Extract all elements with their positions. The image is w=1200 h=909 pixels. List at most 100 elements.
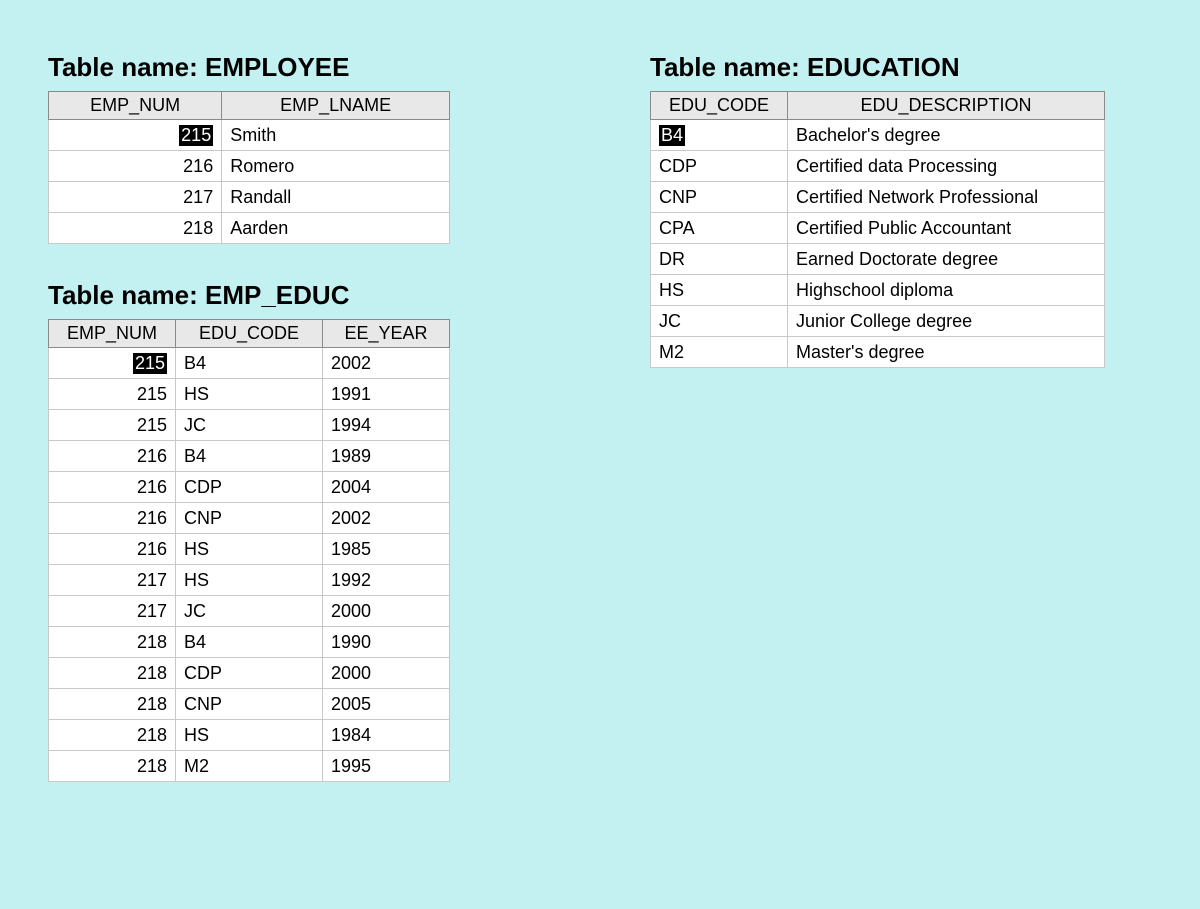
table-cell[interactable]: 216 (49, 151, 222, 182)
table-cell[interactable]: Highschool diploma (788, 275, 1105, 306)
table-cell[interactable]: Certified Public Accountant (788, 213, 1105, 244)
table-cell[interactable]: 2000 (323, 658, 450, 689)
table-cell[interactable]: 218 (49, 627, 176, 658)
table-cell[interactable]: 2005 (323, 689, 450, 720)
table-cell[interactable]: 217 (49, 565, 176, 596)
table-cell[interactable]: 216 (49, 441, 176, 472)
table-row[interactable]: 216CNP2002 (49, 503, 450, 534)
table-row[interactable]: 215JC1994 (49, 410, 450, 441)
table-row[interactable]: B4 Bachelor's degree (651, 120, 1105, 151)
table-cell[interactable]: 218 (49, 689, 176, 720)
table-row[interactable]: 217Randall (49, 182, 450, 213)
table-cell[interactable]: B4 (176, 441, 323, 472)
table-row[interactable]: 218M21995 (49, 751, 450, 782)
table-cell[interactable]: Randall (222, 182, 450, 213)
table-row[interactable]: 218B41990 (49, 627, 450, 658)
table-cell[interactable]: 1985 (323, 534, 450, 565)
employee-header-emp_lname[interactable]: EMP_LNAME (222, 92, 450, 120)
selected-cell[interactable]: 215 (133, 353, 167, 374)
table-row[interactable]: 218Aarden (49, 213, 450, 244)
emp-educ-header-emp_num[interactable]: EMP_NUM (49, 320, 176, 348)
selected-cell[interactable]: B4 (659, 125, 685, 146)
table-cell[interactable]: 215 (49, 120, 222, 151)
table-row[interactable]: 216CDP2004 (49, 472, 450, 503)
table-cell[interactable]: Master's degree (788, 337, 1105, 368)
table-cell[interactable]: CDP (651, 151, 788, 182)
employee-header-emp_num[interactable]: EMP_NUM (49, 92, 222, 120)
table-row[interactable]: HSHighschool diploma (651, 275, 1105, 306)
table-row[interactable]: 216Romero (49, 151, 450, 182)
table-row[interactable]: 218HS1984 (49, 720, 450, 751)
table-cell[interactable]: HS (176, 379, 323, 410)
table-cell[interactable]: CPA (651, 213, 788, 244)
table-cell[interactable]: Smith (222, 120, 450, 151)
table-cell[interactable]: CDP (176, 472, 323, 503)
table-cell[interactable]: 1989 (323, 441, 450, 472)
selected-cell[interactable]: 215 (179, 125, 213, 146)
table-cell[interactable]: CNP (651, 182, 788, 213)
table-cell[interactable]: CNP (176, 689, 323, 720)
table-cell[interactable]: HS (651, 275, 788, 306)
table-row[interactable]: CDPCertified data Processing (651, 151, 1105, 182)
table-cell[interactable]: JC (176, 596, 323, 627)
table-cell[interactable]: 1984 (323, 720, 450, 751)
table-row[interactable]: 217HS1992 (49, 565, 450, 596)
table-row[interactable]: 218CNP2005 (49, 689, 450, 720)
table-cell[interactable]: 218 (49, 213, 222, 244)
table-cell[interactable]: 1990 (323, 627, 450, 658)
table-cell[interactable]: Certified data Processing (788, 151, 1105, 182)
table-cell[interactable]: 2000 (323, 596, 450, 627)
table-row[interactable]: DREarned Doctorate degree (651, 244, 1105, 275)
table-cell[interactable]: JC (651, 306, 788, 337)
table-cell[interactable]: HS (176, 534, 323, 565)
table-cell[interactable]: Junior College degree (788, 306, 1105, 337)
table-cell[interactable]: 215 (49, 348, 176, 379)
table-cell[interactable]: 215 (49, 379, 176, 410)
table-cell[interactable]: 1992 (323, 565, 450, 596)
table-row[interactable]: M2Master's degree (651, 337, 1105, 368)
table-cell[interactable]: B4 (176, 348, 323, 379)
table-row[interactable]: 216HS1985 (49, 534, 450, 565)
emp-educ-header-ee_year[interactable]: EE_YEAR (323, 320, 450, 348)
table-cell[interactable]: JC (176, 410, 323, 441)
table-cell[interactable]: 2002 (323, 503, 450, 534)
table-cell[interactable]: B4 (176, 627, 323, 658)
table-row[interactable]: 217JC2000 (49, 596, 450, 627)
table-cell[interactable]: 2004 (323, 472, 450, 503)
table-cell[interactable]: Earned Doctorate degree (788, 244, 1105, 275)
table-cell[interactable]: 218 (49, 720, 176, 751)
table-cell[interactable]: 2002 (323, 348, 450, 379)
table-cell[interactable]: 216 (49, 472, 176, 503)
table-row[interactable]: 215 B42002 (49, 348, 450, 379)
table-cell[interactable]: 1995 (323, 751, 450, 782)
table-cell[interactable]: 217 (49, 596, 176, 627)
table-row[interactable]: 216B41989 (49, 441, 450, 472)
table-cell[interactable]: CNP (176, 503, 323, 534)
table-cell[interactable]: HS (176, 720, 323, 751)
table-row[interactable]: JCJunior College degree (651, 306, 1105, 337)
table-cell[interactable]: 216 (49, 534, 176, 565)
table-cell[interactable]: 218 (49, 751, 176, 782)
education-header-edu_code[interactable]: EDU_CODE (651, 92, 788, 120)
table-cell[interactable]: Aarden (222, 213, 450, 244)
table-row[interactable]: 215 Smith (49, 120, 450, 151)
table-row[interactable]: 218CDP2000 (49, 658, 450, 689)
table-cell[interactable]: 1991 (323, 379, 450, 410)
table-row[interactable]: CPACertified Public Accountant (651, 213, 1105, 244)
table-cell[interactable]: 217 (49, 182, 222, 213)
table-cell[interactable]: HS (176, 565, 323, 596)
table-cell[interactable]: M2 (176, 751, 323, 782)
table-cell[interactable]: CDP (176, 658, 323, 689)
table-cell[interactable]: B4 (651, 120, 788, 151)
table-cell[interactable]: Certified Network Professional (788, 182, 1105, 213)
table-row[interactable]: CNPCertified Network Professional (651, 182, 1105, 213)
table-cell[interactable]: M2 (651, 337, 788, 368)
emp-educ-header-edu_code[interactable]: EDU_CODE (176, 320, 323, 348)
table-cell[interactable]: Bachelor's degree (788, 120, 1105, 151)
education-header-edu_description[interactable]: EDU_DESCRIPTION (788, 92, 1105, 120)
table-cell[interactable]: DR (651, 244, 788, 275)
table-row[interactable]: 215HS1991 (49, 379, 450, 410)
table-cell[interactable]: 1994 (323, 410, 450, 441)
table-cell[interactable]: 215 (49, 410, 176, 441)
table-cell[interactable]: 216 (49, 503, 176, 534)
